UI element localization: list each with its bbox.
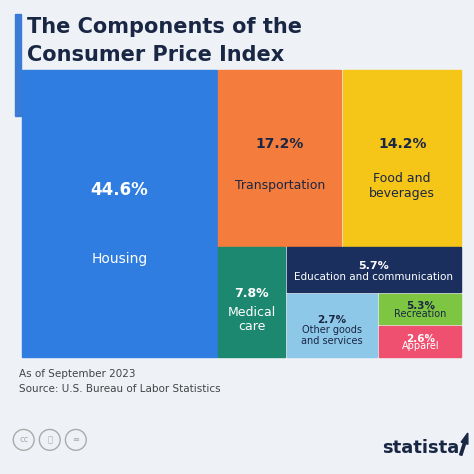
Bar bbox=[287, 247, 461, 292]
Text: The Components of the: The Components of the bbox=[27, 17, 302, 36]
Text: Food and
beverages: Food and beverages bbox=[369, 172, 435, 200]
Text: 44.6%: 44.6% bbox=[91, 182, 148, 200]
Text: 5.3%: 5.3% bbox=[406, 301, 435, 311]
Text: Education and communication: Education and communication bbox=[294, 272, 454, 282]
Text: 7.8%: 7.8% bbox=[234, 287, 269, 300]
Text: Recreation: Recreation bbox=[394, 309, 447, 319]
Text: Consumer Price Index: Consumer Price Index bbox=[27, 45, 285, 65]
Bar bbox=[343, 70, 461, 246]
Text: 5.7%: 5.7% bbox=[359, 261, 389, 271]
Bar bbox=[22, 70, 217, 357]
FancyArrow shape bbox=[460, 433, 468, 456]
Text: ≡: ≡ bbox=[73, 436, 79, 444]
Bar bbox=[219, 70, 341, 246]
Text: 2.7%: 2.7% bbox=[318, 315, 346, 325]
Text: Other goods
and services: Other goods and services bbox=[301, 325, 363, 346]
Text: Medical
care: Medical care bbox=[228, 306, 276, 334]
Text: cc: cc bbox=[19, 436, 28, 444]
Text: Transportation: Transportation bbox=[235, 179, 325, 192]
Bar bbox=[379, 294, 461, 324]
Bar bbox=[379, 326, 461, 357]
Text: Source: U.S. Bureau of Labor Statistics: Source: U.S. Bureau of Labor Statistics bbox=[19, 384, 220, 394]
Bar bbox=[15, 14, 21, 116]
Text: Relative importance of expenditure categories in
the Consumer Price Index for Al: Relative importance of expenditure categ… bbox=[27, 73, 311, 97]
Text: Apparel: Apparel bbox=[401, 341, 439, 351]
Text: As of September 2023: As of September 2023 bbox=[19, 369, 136, 379]
Text: 2.6%: 2.6% bbox=[406, 334, 435, 344]
Text: ⓘ: ⓘ bbox=[47, 436, 52, 444]
Bar bbox=[219, 247, 285, 357]
Text: statista: statista bbox=[383, 439, 460, 457]
Text: 17.2%: 17.2% bbox=[255, 137, 304, 151]
Text: Housing: Housing bbox=[91, 252, 147, 266]
Text: 14.2%: 14.2% bbox=[378, 137, 427, 151]
Bar bbox=[287, 294, 377, 357]
